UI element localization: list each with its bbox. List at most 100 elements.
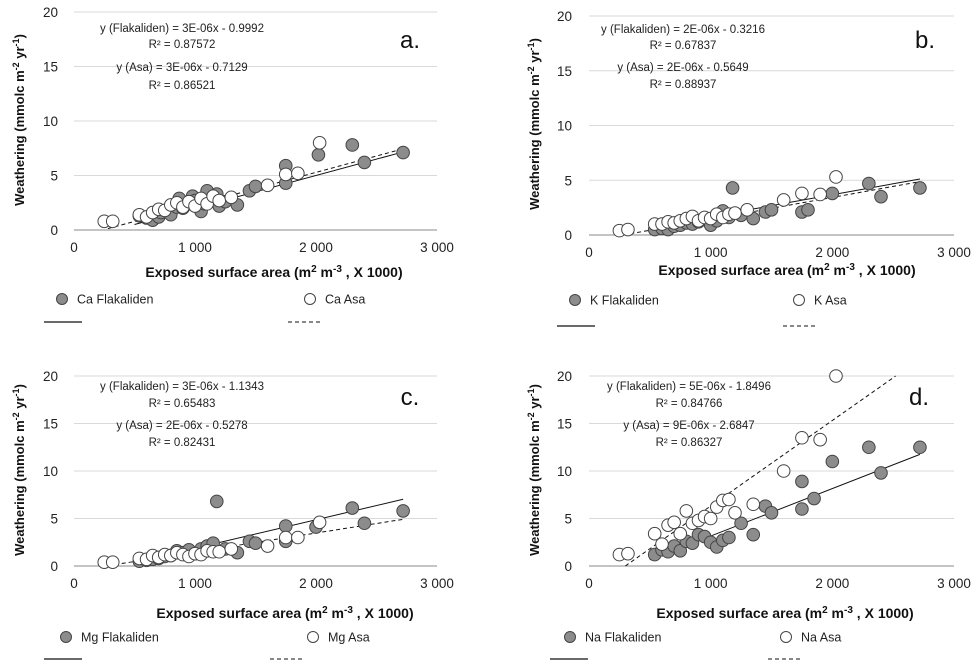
- legend-marker: [569, 294, 581, 306]
- y-tick-label: 5: [50, 169, 58, 184]
- legend-label: Mg Flakaliden: [81, 631, 159, 645]
- x-tick-label: 2 000: [815, 576, 849, 591]
- equation-label: R² = 0.86327: [656, 437, 723, 449]
- y-tick-label: 5: [50, 512, 58, 527]
- data-point-asa: [795, 430, 809, 445]
- data-point-asa: [291, 530, 305, 545]
- data-point-flakaliden: [764, 203, 779, 217]
- y-tick-label: 20: [43, 369, 58, 384]
- data-point-asa: [703, 511, 718, 526]
- x-tick-label: 3 000: [420, 576, 454, 591]
- data-point-asa: [212, 544, 226, 559]
- panel-label: c.: [401, 384, 420, 411]
- data-point-asa: [621, 546, 635, 561]
- data-point-flakaliden: [725, 181, 740, 195]
- y-tick-label: 20: [43, 5, 58, 20]
- data-point-asa: [312, 136, 327, 150]
- legend-marker: [780, 631, 792, 643]
- y-tick-label: 0: [50, 223, 58, 238]
- x-tick-label: 1 000: [694, 245, 728, 260]
- x-axis-label: Exposed surface area (m2 m-3 , X 1000): [156, 605, 413, 622]
- equation-label: R² = 0.67837: [650, 40, 717, 52]
- data-point-asa: [278, 530, 293, 545]
- equation-label: y (Flakaliden) = 2E-06x - 0.3216: [601, 24, 765, 36]
- data-point-asa: [776, 464, 791, 478]
- y-tick-label: 15: [557, 64, 572, 79]
- equation-label: R² = 0.88937: [650, 79, 717, 91]
- data-point-flakaliden: [311, 147, 326, 162]
- chart-panel-d: 0 5 10 15 20 0 1 000 2 000 3 000 y (Flakaliden) =…: [526, 369, 971, 660]
- data-point-asa: [278, 167, 293, 182]
- x-axis-label: Exposed surface area (m2 m-3 , X 1000): [658, 262, 915, 279]
- panel-label: b.: [915, 27, 935, 54]
- data-point-asa: [829, 170, 843, 184]
- data-point-asa: [224, 542, 239, 556]
- y-tick-label: 15: [43, 60, 58, 75]
- x-tick-label: 3 000: [937, 245, 971, 260]
- data-point-flakaliden: [764, 506, 779, 520]
- x-axis-label: Exposed surface area (m2 m-3 , X 1000): [145, 264, 402, 281]
- data-point-asa: [224, 190, 239, 205]
- data-point-asa: [746, 497, 761, 512]
- y-tick-label: 20: [557, 369, 572, 384]
- x-tick-label: 0: [70, 240, 78, 255]
- x-tick-label: 3 000: [420, 240, 454, 255]
- y-tick-label: 0: [564, 559, 572, 574]
- equation-label: R² = 0.86521: [149, 80, 216, 92]
- legend-label: Na Flakaliden: [585, 631, 661, 645]
- chart-panel-c: 0 5 10 15 20 0 1 000 2 000 3 000 y (Flakaliden) =…: [11, 369, 454, 660]
- x-tick-label: 1 000: [694, 576, 728, 591]
- y-tick-label: 0: [50, 559, 58, 574]
- legend-label: K Asa: [814, 294, 847, 308]
- trendline-asa: [625, 375, 896, 567]
- data-point-flakaliden: [357, 155, 372, 170]
- data-point-asa: [795, 186, 809, 201]
- equation-label: y (Flakaliden) = 3E-06x - 0.9992: [100, 23, 264, 35]
- x-tick-label: 0: [585, 576, 593, 591]
- data-point-flakaliden: [278, 519, 293, 533]
- legend-label: Ca Flakaliden: [77, 293, 153, 307]
- y-tick-label: 0: [564, 228, 572, 243]
- panel-label: a.: [400, 27, 420, 54]
- y-axis-label: Weathering (mmolc m-2 yr-1): [11, 34, 27, 206]
- legend-marker: [56, 293, 68, 305]
- legend-label: Ca Asa: [325, 293, 365, 307]
- data-point-flakaliden: [248, 536, 263, 551]
- data-point-asa: [655, 537, 669, 551]
- data-point-flakaliden: [862, 176, 876, 191]
- data-point-asa: [667, 515, 681, 530]
- equation-label: y (Flakaliden) = 5E-06x - 1.8496: [607, 381, 771, 393]
- equation-label: R² = 0.65483: [149, 398, 216, 410]
- data-point-flakaliden: [874, 189, 888, 204]
- data-point-asa: [312, 515, 327, 530]
- data-point-asa: [291, 166, 305, 181]
- x-tick-label: 2 000: [299, 240, 333, 255]
- data-point-flakaliden: [722, 530, 736, 545]
- data-point-asa: [647, 526, 662, 541]
- data-point-asa: [212, 193, 226, 208]
- chart-panel-a: 0 5 10 15 20 0 1 000 2 000 3 000 y (Flakaliden) =…: [11, 5, 454, 323]
- data-point-flakaliden: [795, 474, 809, 489]
- data-point-flakaliden: [734, 516, 748, 531]
- data-point-flakaliden: [913, 181, 927, 195]
- equation-label: y (Asa) = 9E-06x - 2.6847: [623, 420, 754, 432]
- equation-label: R² = 0.82431: [149, 437, 216, 449]
- equation-label: y (Asa) = 2E-06x - 0.5278: [116, 420, 247, 432]
- y-tick-label: 5: [564, 173, 572, 188]
- data-point-flakaliden: [801, 203, 815, 217]
- y-tick-label: 10: [557, 119, 572, 134]
- y-tick-label: 15: [557, 417, 572, 432]
- x-tick-label: 2 000: [815, 245, 849, 260]
- data-point-flakaliden: [825, 454, 840, 469]
- legend-label: Na Asa: [801, 631, 841, 645]
- y-axis-label: Weathering (mmolc m-2 yr-1): [11, 384, 27, 556]
- equation-label: R² = 0.87572: [149, 39, 216, 51]
- x-tick-label: 1 000: [178, 576, 212, 591]
- data-point-asa: [679, 504, 694, 518]
- data-point-flakaliden: [807, 491, 821, 506]
- legend-marker: [304, 293, 316, 305]
- data-point-asa: [728, 206, 742, 220]
- y-tick-label: 20: [557, 9, 572, 24]
- equation-label: y (Asa) = 3E-06x - 0.7129: [116, 62, 247, 74]
